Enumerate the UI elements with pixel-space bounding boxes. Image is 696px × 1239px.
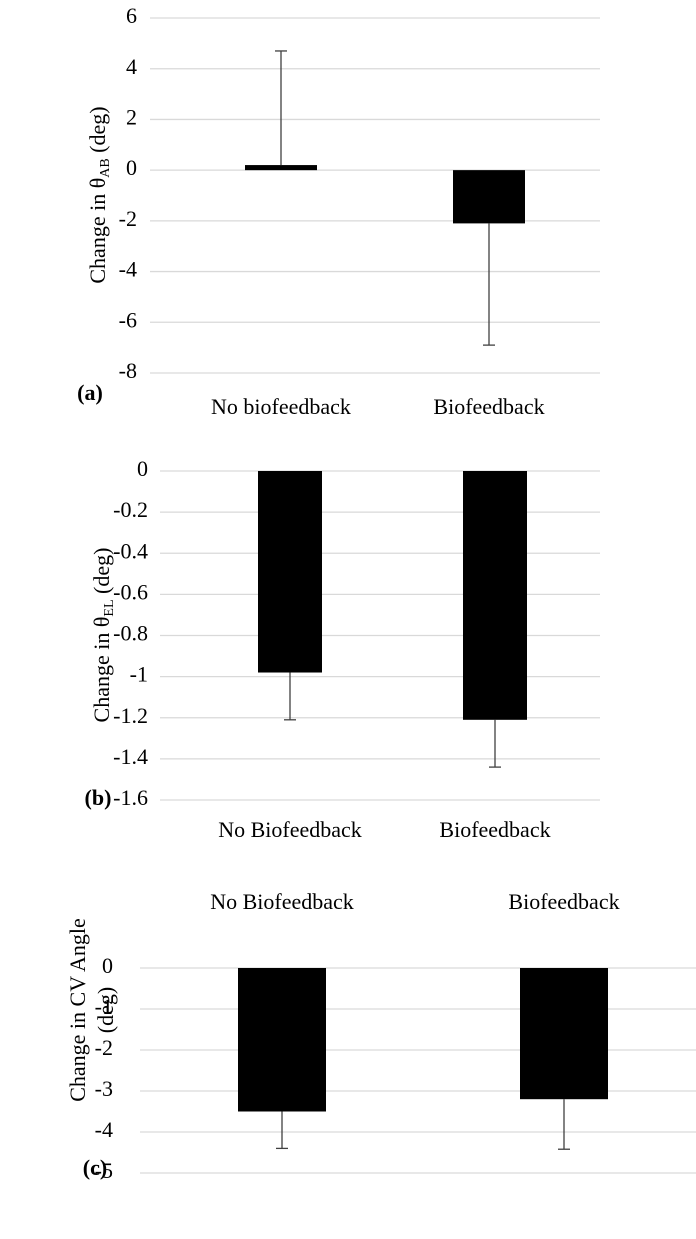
x-tick-label: No Biofeedback: [218, 817, 362, 842]
x-tick-label: No biofeedback: [211, 394, 351, 419]
y-axis-label: (deg): [93, 987, 118, 1033]
y-axis-label: Change in θAB (deg): [85, 106, 113, 283]
y-axis-label-main: Change in θ: [89, 617, 114, 723]
y-tick-label: -0.4: [113, 538, 148, 563]
y-tick-label: 0: [102, 953, 113, 978]
y-tick-label: -1: [130, 662, 148, 687]
y-tick-label: -1.6: [113, 785, 148, 810]
panel-label: (a): [77, 380, 103, 405]
y-tick-label: -0.8: [113, 621, 148, 646]
y-tick-label: -2: [95, 1035, 113, 1060]
y-tick-label: -0.2: [113, 497, 148, 522]
y-axis-label: Change in θEL (deg): [89, 548, 117, 723]
error-bar: [276, 1111, 288, 1150]
panel-label: (c): [83, 1155, 107, 1180]
error-bar: [483, 223, 495, 346]
y-axis-label: Change in CV Angle: [65, 918, 90, 1102]
y-tick-label: -4: [119, 257, 137, 282]
error-bar: [284, 672, 296, 721]
y-tick-label: 0: [126, 155, 137, 180]
bar: [453, 170, 525, 224]
y-axis-label-sub: AB: [98, 158, 113, 177]
x-tick-label: Biofeedback: [439, 817, 550, 842]
y-tick-label: -0.6: [113, 579, 148, 604]
y-tick-label: -8: [119, 358, 137, 383]
y-tick-label: -6: [119, 307, 137, 332]
y-tick-label: 6: [126, 3, 137, 28]
bar: [258, 471, 322, 673]
y-tick-label: -5: [95, 1158, 113, 1183]
panel-label: (b): [85, 785, 112, 810]
x-tick-label: No Biofeedback: [210, 889, 354, 914]
y-axis-label-unit: (deg): [89, 548, 114, 600]
x-tick-label: Biofeedback: [433, 394, 544, 419]
y-tick-label: -1.4: [113, 744, 148, 769]
y-tick-label: -1.2: [113, 703, 148, 728]
bar: [463, 471, 527, 720]
y-tick-label: 0: [137, 456, 148, 481]
y-tick-label: 2: [126, 104, 137, 129]
error-bar: [489, 719, 501, 768]
y-axis-label-unit: (deg): [85, 106, 110, 158]
y-tick-label: -1: [95, 994, 113, 1019]
bar: [520, 968, 608, 1100]
error-bar: [558, 1099, 570, 1150]
x-tick-label: Biofeedback: [508, 889, 619, 914]
y-tick-label: -2: [119, 206, 137, 231]
y-axis-label-main: Change in θ: [85, 178, 110, 284]
error-bar: [275, 50, 287, 166]
bar: [245, 165, 317, 171]
bar: [238, 968, 326, 1112]
y-tick-label: -3: [95, 1076, 113, 1101]
y-tick-label: -4: [95, 1117, 113, 1142]
y-axis-label-sub: EL: [102, 599, 117, 616]
y-tick-label: 4: [126, 54, 137, 79]
